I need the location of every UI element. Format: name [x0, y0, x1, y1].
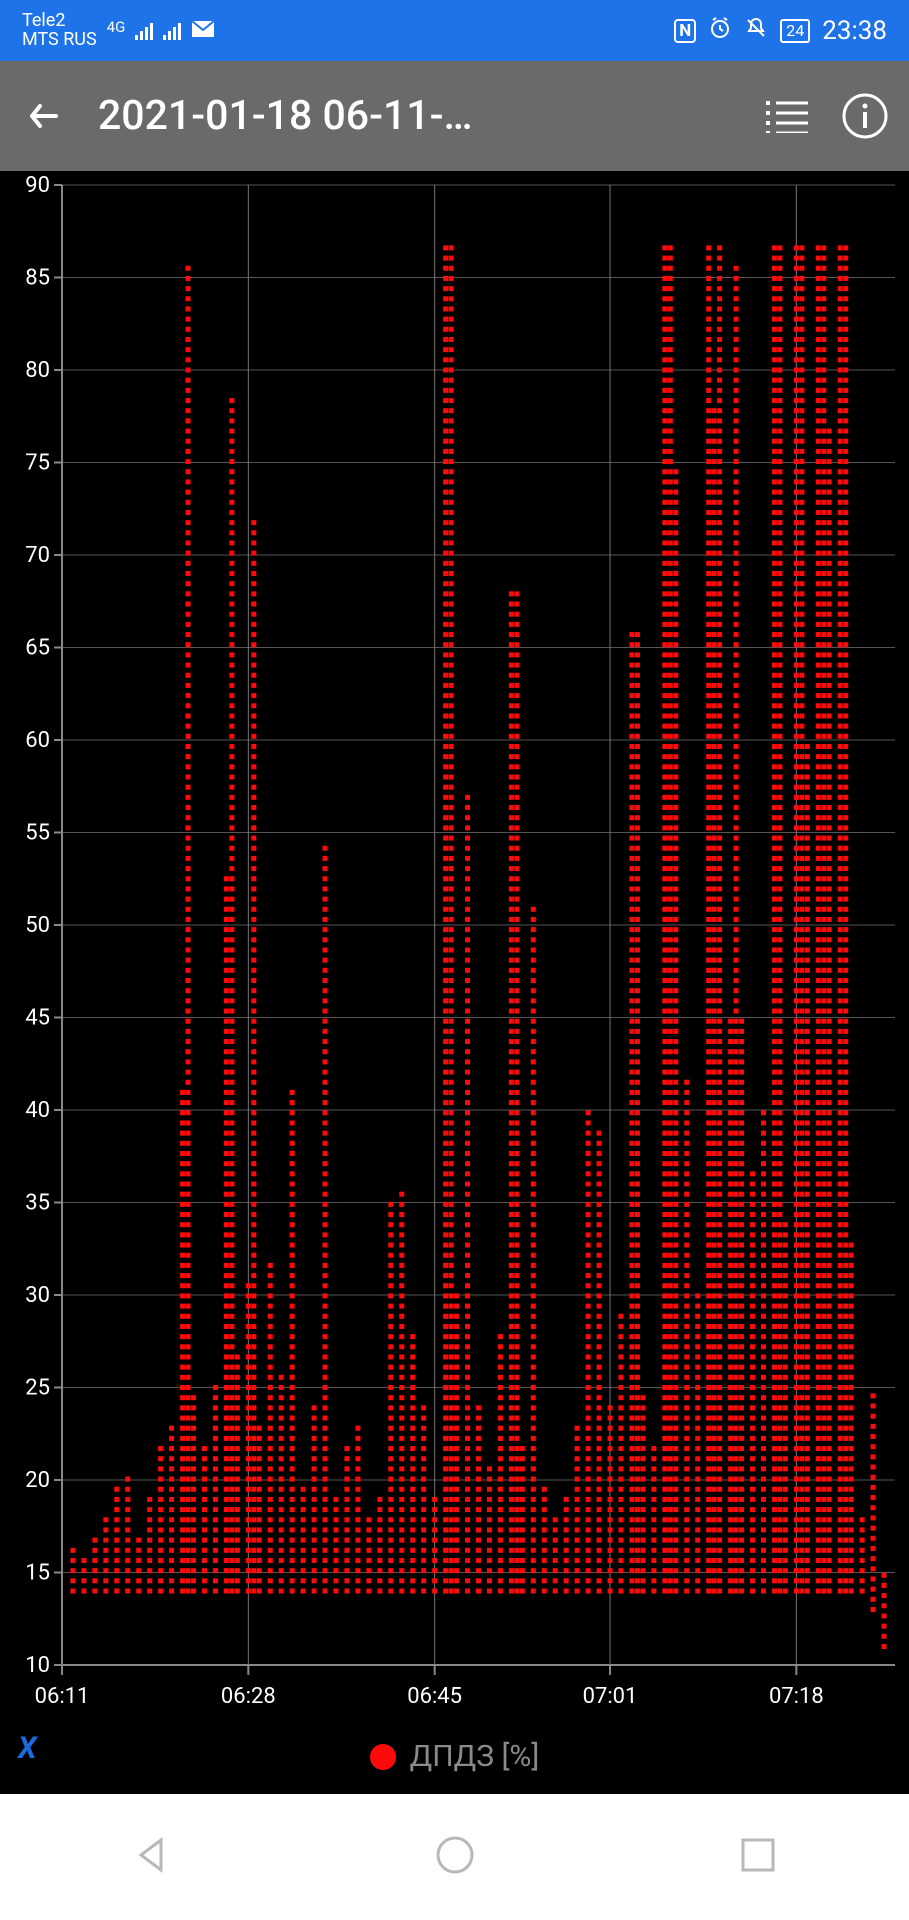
status-left: Tele2 MTS RUS 4G: [22, 12, 215, 50]
carrier-1: Tele2: [22, 12, 97, 31]
nav-back-button[interactable]: [131, 1834, 173, 1880]
svg-text:10: 10: [25, 1653, 50, 1678]
nav-bar: [0, 1794, 909, 1920]
svg-text:65: 65: [25, 636, 50, 661]
svg-text:07:18: 07:18: [769, 1684, 824, 1709]
svg-text:30: 30: [25, 1283, 50, 1308]
nav-home-button[interactable]: [434, 1834, 476, 1880]
svg-text:25: 25: [25, 1376, 50, 1401]
svg-text:60: 60: [25, 728, 50, 753]
network-type: 4G: [107, 18, 126, 36]
signal-icon-2: [163, 22, 181, 40]
battery-level: 24: [786, 21, 804, 40]
battery-icon: 24: [780, 19, 810, 43]
svg-text:70: 70: [25, 543, 50, 568]
svg-text:35: 35: [25, 1191, 50, 1216]
info-button[interactable]: [841, 92, 889, 140]
svg-text:55: 55: [25, 821, 50, 846]
chart-area[interactable]: 10 15 20 25 30 35 40 45 50 55 60 65 70 75 80 85 90 06:11 0…: [0, 171, 909, 1794]
list-button[interactable]: [763, 92, 811, 140]
signal-icon-1: [135, 22, 153, 40]
svg-text:85: 85: [25, 266, 50, 291]
chart-svg[interactable]: 10 15 20 25 30 35 40 45 50 55 60 65 70 75 80 85 90 06:11 0…: [0, 171, 909, 1794]
status-bar: Tele2 MTS RUS 4G N 24 23:38: [0, 0, 909, 61]
svg-text:06:45: 06:45: [407, 1684, 462, 1709]
svg-text:80: 80: [25, 358, 50, 383]
legend: ДПДЗ [%]: [0, 1739, 909, 1774]
carrier-2: MTS RUS: [22, 31, 97, 50]
nfc-icon: N: [674, 19, 696, 43]
alarm-icon: [708, 16, 732, 46]
svg-text:45: 45: [25, 1006, 50, 1031]
svg-text:90: 90: [25, 173, 50, 198]
mail-icon: [191, 19, 215, 43]
app-bar: 2021-01-18 06-11-…: [0, 61, 909, 171]
nav-recent-button[interactable]: [737, 1834, 779, 1880]
status-time: 23:38: [822, 16, 887, 46]
status-right: N 24 23:38: [674, 16, 887, 46]
mute-icon: [744, 16, 768, 46]
svg-text:06:28: 06:28: [221, 1684, 276, 1709]
page-title: 2021-01-18 06-11-…: [98, 92, 733, 140]
legend-label: ДПДЗ [%]: [410, 1739, 540, 1774]
svg-text:15: 15: [25, 1561, 50, 1586]
back-button[interactable]: [20, 92, 68, 140]
carrier-labels: Tele2 MTS RUS: [22, 12, 97, 50]
svg-text:40: 40: [25, 1098, 50, 1123]
svg-text:75: 75: [25, 451, 50, 476]
svg-text:07:01: 07:01: [583, 1684, 638, 1709]
svg-text:06:11: 06:11: [35, 1684, 90, 1709]
svg-text:50: 50: [25, 913, 50, 938]
svg-text:20: 20: [25, 1468, 50, 1493]
legend-dot: [370, 1744, 396, 1770]
